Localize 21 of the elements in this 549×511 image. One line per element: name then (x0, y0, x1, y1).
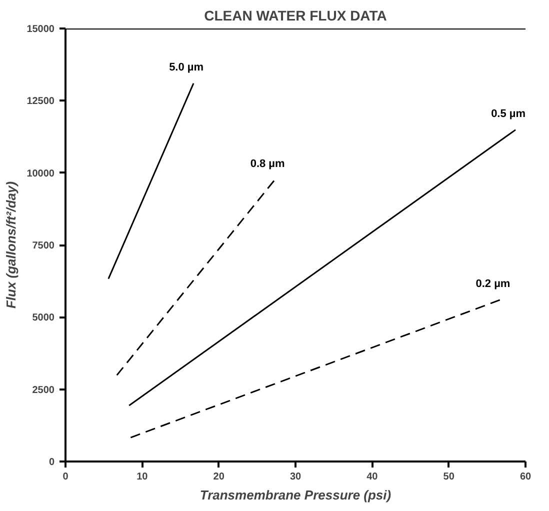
x-tick-label: 10 (136, 472, 148, 482)
chart-title: CLEAN WATER FLUX DATA (204, 8, 387, 24)
y-tick-label: 10000 (26, 168, 55, 180)
y-tick-label: 5000 (32, 312, 55, 324)
y-tick-label: 2500 (32, 384, 55, 396)
series-label: 0.2 µm (476, 278, 510, 290)
series-label: 0.8 µm (250, 158, 286, 170)
y-tick-label: 12500 (26, 96, 55, 108)
x-axis-title: Transmembrane Pressure (psi) (200, 488, 392, 502)
y-axis-title: Flux (gallons/ft²/day) (4, 181, 19, 309)
series-label: 5.0 µm (169, 61, 204, 74)
y-tick-label: 0 (48, 457, 55, 468)
x-tick-label: 40 (366, 472, 378, 482)
x-tick-label: 50 (443, 472, 455, 482)
series-label: 0.5 µm (491, 108, 526, 120)
x-tick-label: 30 (290, 472, 302, 482)
x-tick-label: 20 (213, 472, 225, 482)
y-tick-label: 15000 (26, 24, 55, 35)
y-tick-label: 7500 (32, 240, 55, 252)
x-tick-label: 0 (62, 472, 69, 482)
x-tick-label: 60 (520, 472, 532, 482)
